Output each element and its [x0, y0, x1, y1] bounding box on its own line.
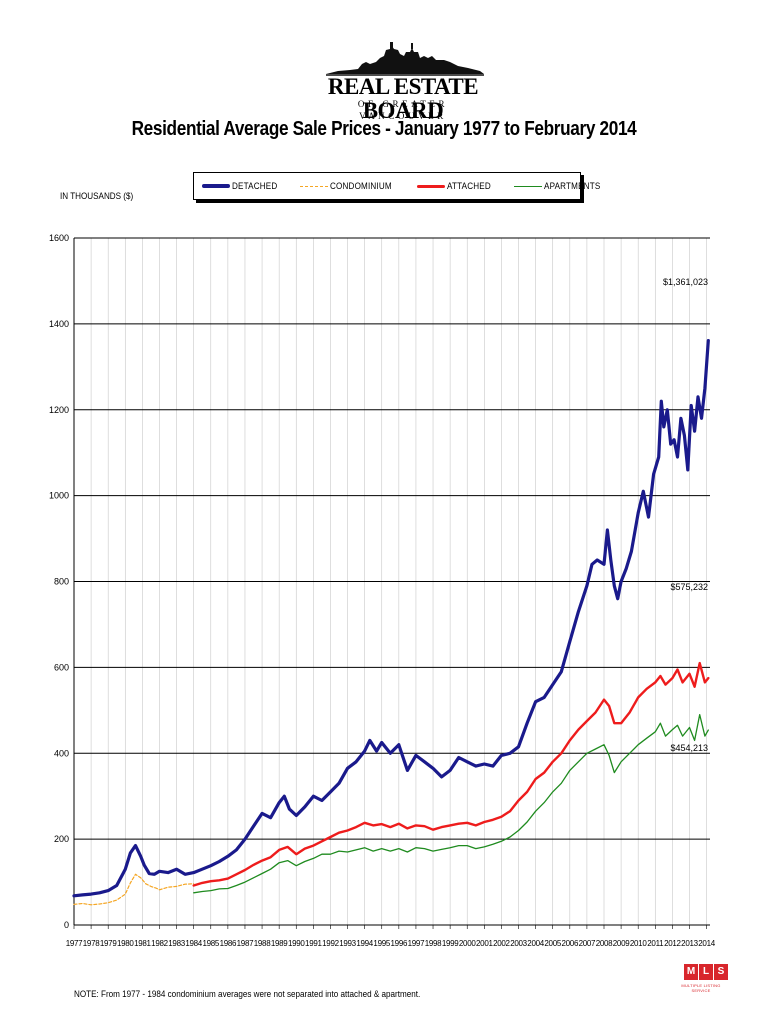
x-tick-label: 2001 [476, 939, 493, 948]
legend-swatch-apartments [513, 185, 542, 187]
legend-label-apartments: APARTMENTS [543, 181, 601, 191]
real-estate-board-logo: REAL ESTATE BOARD OF GREATER VANCOUVER [318, 40, 488, 123]
x-tick-label: 2005 [544, 939, 561, 948]
footnote: NOTE: From 1977 - 1984 condominium avera… [74, 989, 421, 999]
x-tick-label: 1984 [185, 939, 202, 948]
value-annotation: $1,361,023 [663, 277, 708, 287]
x-tick-label: 1990 [288, 939, 305, 948]
org-subtitle: OF GREATER VANCOUVER [357, 99, 449, 121]
mls-letter-s: S [714, 964, 728, 980]
x-tick-label: 2007 [579, 939, 596, 948]
series-line-apartments [193, 713, 709, 894]
mls-logo: M L S MULTIPLE LISTING SERVICE [676, 964, 728, 1004]
legend-swatch-detached [202, 184, 230, 188]
x-tick-label: 1977 [66, 939, 83, 948]
x-tick-label: 1989 [271, 939, 288, 948]
x-tick-label: 1995 [373, 939, 390, 948]
legend-item-attached: ATTACHED [417, 173, 496, 199]
x-tick-label: 1988 [254, 939, 271, 948]
x-tick-label: 1996 [391, 939, 408, 948]
x-tick-label: 1993 [339, 939, 356, 948]
y-tick-label: 1000 [49, 491, 69, 501]
legend-item-condominium: CONDOMINIUM [300, 173, 399, 199]
legend-swatch-condominium [300, 185, 329, 187]
x-tick-label: 2010 [630, 939, 647, 948]
x-tick-label: 1979 [100, 939, 117, 948]
x-tick-label: 1999 [442, 939, 459, 948]
x-tick-label: 1982 [151, 939, 168, 948]
x-tick-label: 1983 [168, 939, 185, 948]
x-tick-label: 1981 [134, 939, 151, 948]
legend-label-attached: ATTACHED [447, 181, 492, 191]
mls-letter-l: L [699, 964, 713, 980]
org-name: REAL ESTATE BOARD [327, 74, 479, 123]
legend-label-condominium: CONDOMINIUM [330, 181, 393, 191]
x-tick-label: 2008 [596, 939, 613, 948]
x-tick-label: 2006 [562, 939, 579, 948]
legend-swatch-attached [417, 184, 446, 188]
legend-item-detached: DETACHED [202, 173, 282, 199]
x-tick-label: 1978 [83, 939, 100, 948]
y-tick-label: 800 [54, 577, 69, 587]
x-tick-label: 1985 [202, 939, 219, 948]
series-line-attached [192, 661, 710, 887]
y-axis-unit-label: IN THOUSANDS ($) [60, 191, 134, 201]
x-tick-label: 2014 [698, 939, 715, 948]
legend-label-detached: DETACHED [232, 181, 278, 191]
x-tick-label: 1998 [425, 939, 442, 948]
y-tick-label: 1600 [49, 233, 69, 243]
x-tick-label: 2004 [527, 939, 544, 948]
x-tick-label: 2003 [510, 939, 527, 948]
y-tick-label: 1400 [49, 319, 69, 329]
x-tick-label: 1994 [356, 939, 373, 948]
price-line-chart: 0 200 400 600 800 1000 1200 1400 1600 1977 1978 197… [49, 233, 716, 948]
y-tick-label: 0 [64, 920, 69, 930]
x-tick-label: 1980 [117, 939, 134, 948]
x-tick-label: 1992 [322, 939, 339, 948]
x-tick-label: 2011 [647, 939, 664, 948]
value-annotation: $575,232 [670, 582, 708, 592]
x-tick-label: 1987 [237, 939, 254, 948]
x-tick-label: 2012 [664, 939, 681, 948]
x-tick-label: 1997 [408, 939, 425, 948]
series-line-condominium [73, 873, 195, 906]
x-tick-label: 2000 [459, 939, 476, 948]
series-line-detached [72, 338, 710, 898]
x-tick-label: 2009 [613, 939, 630, 948]
y-tick-label: 1200 [49, 405, 69, 415]
y-tick-label: 200 [54, 834, 69, 844]
mls-letter-m: M [684, 964, 698, 980]
mls-subtitle: MULTIPLE LISTING SERVICE [681, 983, 721, 993]
city-skyline-logo-icon [326, 42, 484, 76]
x-tick-label: 2013 [681, 939, 698, 948]
x-tick-label: 1991 [305, 939, 322, 948]
y-tick-label: 400 [54, 748, 69, 758]
x-tick-label: 2002 [493, 939, 510, 948]
chart-title: Residential Average Sale Prices - Januar… [131, 118, 637, 140]
chart-legend: DETACHED CONDOMINIUM ATTACHED APARTMENTS [193, 172, 600, 200]
y-tick-label: 600 [54, 662, 69, 672]
legend-item-apartments: APARTMENTS [513, 173, 607, 199]
value-annotation: $454,213 [670, 743, 708, 753]
x-tick-label: 1986 [220, 939, 237, 948]
